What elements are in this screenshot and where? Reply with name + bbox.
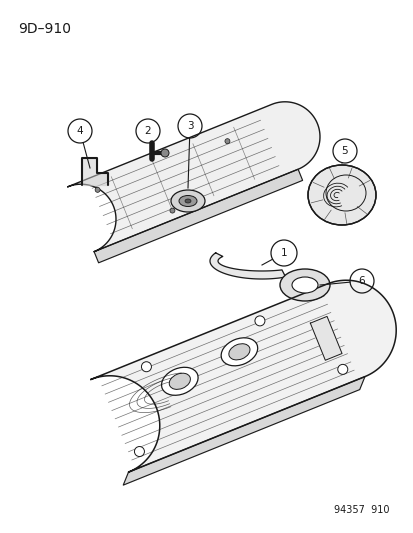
Circle shape <box>134 447 144 457</box>
Ellipse shape <box>161 367 198 395</box>
Ellipse shape <box>221 338 257 366</box>
Circle shape <box>254 316 264 326</box>
Ellipse shape <box>169 373 190 390</box>
Circle shape <box>224 139 229 144</box>
Text: 9D–910: 9D–910 <box>18 22 71 36</box>
Text: 1: 1 <box>280 248 287 258</box>
Ellipse shape <box>228 344 249 360</box>
Ellipse shape <box>178 196 197 206</box>
Ellipse shape <box>307 165 375 225</box>
Text: 94357  910: 94357 910 <box>334 505 389 515</box>
Polygon shape <box>310 317 341 360</box>
Ellipse shape <box>171 190 204 212</box>
Ellipse shape <box>185 199 190 203</box>
Polygon shape <box>68 102 319 252</box>
Polygon shape <box>82 158 108 185</box>
Circle shape <box>141 362 151 372</box>
Circle shape <box>161 149 169 157</box>
Circle shape <box>337 365 347 374</box>
Polygon shape <box>91 280 395 472</box>
Ellipse shape <box>291 277 317 293</box>
Text: 2: 2 <box>144 126 151 136</box>
Text: 6: 6 <box>358 276 364 286</box>
Polygon shape <box>209 253 285 279</box>
Polygon shape <box>123 377 364 485</box>
Polygon shape <box>94 169 302 263</box>
Text: 4: 4 <box>76 126 83 136</box>
Circle shape <box>95 187 100 192</box>
Ellipse shape <box>279 269 329 301</box>
Text: 3: 3 <box>186 121 193 131</box>
Text: 5: 5 <box>341 146 347 156</box>
Circle shape <box>169 208 175 213</box>
